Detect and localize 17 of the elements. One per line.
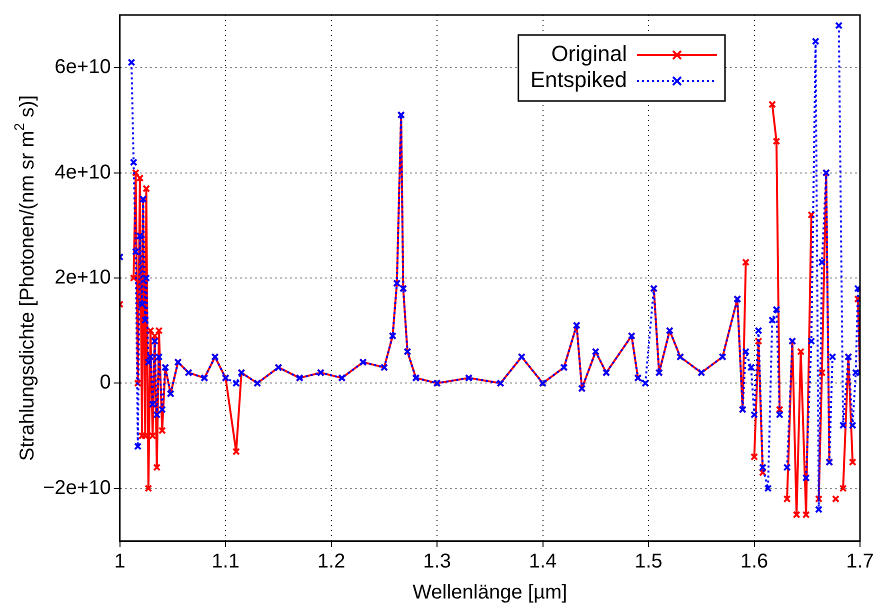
x-tick-label: 1.2 — [317, 550, 346, 573]
y-axis-title: Strahlungsdichte [Photonen/(nm sr m2 s)] — [10, 95, 39, 461]
x-tick-label: 1.3 — [423, 550, 451, 573]
x-tick-label: 1.7 — [846, 550, 874, 573]
y-tick-label: 4e+10 — [54, 161, 111, 184]
x-axis-title: Wellenlänge [µm] — [412, 582, 568, 604]
x-tick-label: 1.5 — [634, 550, 662, 573]
y-tick-label: 6e+10 — [54, 56, 111, 78]
x-tick-label: 1.6 — [740, 550, 768, 573]
x-tick-label: 1.4 — [528, 550, 557, 573]
y-tick-label: −2e+10 — [42, 476, 111, 499]
y-tick-label: 2e+10 — [54, 266, 111, 289]
legend-label: Original — [551, 41, 627, 66]
x-tick-label: 1 — [114, 550, 126, 573]
legend-label: Entspiked — [530, 67, 627, 92]
y-tick-label: 0 — [100, 372, 111, 394]
x-tick-label: 1.1 — [212, 550, 240, 573]
